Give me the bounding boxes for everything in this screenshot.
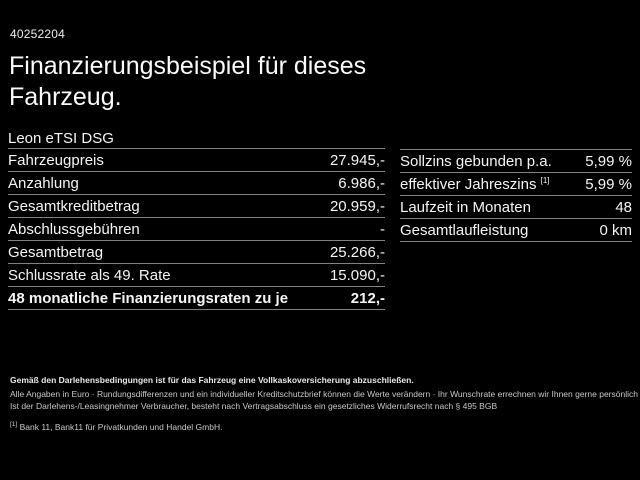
- table-row: effektiver Jahreszins [1] 5,99 %: [400, 173, 632, 196]
- bank-footnote: [1] Bank 11, Bank11 für Privatkunden und…: [10, 421, 634, 433]
- row-label: Gesamtkreditbetrag: [8, 197, 140, 215]
- vehicle-id: 40252204: [10, 27, 65, 41]
- legal-footer: Gemäß den Darlehensbedingungen ist für d…: [10, 374, 638, 433]
- row-value: 15.090,-: [329, 266, 385, 284]
- row-label: Sollzins gebunden p.a.: [400, 152, 552, 170]
- model-name-row: Leon eTSI DSG: [8, 130, 385, 149]
- row-value: 0 km: [599, 221, 632, 239]
- row-value: 6.986,-: [338, 174, 385, 192]
- row-value: -: [380, 220, 385, 238]
- financing-table: Leon eTSI DSG Fahrzeugpreis 27.945,- Anz…: [8, 130, 385, 310]
- row-label: Schlussrate als 49. Rate: [8, 266, 171, 284]
- row-value: 5,99 %: [585, 152, 632, 170]
- row-label: effektiver Jahreszins [1]: [400, 176, 550, 193]
- row-value: 48: [615, 198, 632, 216]
- table-row: Gesamtbetrag 25.266,-: [8, 241, 385, 264]
- row-label: Abschlussgebühren: [8, 220, 140, 238]
- row-label: Gesamtlaufleistung: [400, 221, 529, 239]
- row-label: 48 monatliche Finanzierungsraten zu je: [8, 289, 289, 307]
- row-value: 25.266,-: [329, 243, 385, 261]
- table-row: Laufzeit in Monaten 48: [400, 196, 632, 219]
- footnote-marker: [1]: [10, 421, 18, 429]
- insurance-notice: Gemäß den Darlehensbedingungen ist für d…: [10, 375, 414, 385]
- table-row: Abschlussgebühren -: [8, 218, 385, 241]
- disclaimer-line-1: Alle Angaben in Euro · Rundungsdifferenz…: [10, 389, 638, 399]
- table-row: Anzahlung 6.986,-: [8, 172, 385, 195]
- disclaimer-line-2: Ist der Darlehens-/Leasingnehmer Verbrau…: [10, 401, 498, 411]
- row-label: Gesamtbetrag: [8, 243, 104, 261]
- row-value: 5,99 %: [585, 175, 632, 193]
- row-value: 20.959,-: [329, 197, 385, 215]
- table-row: Fahrzeugpreis 27.945,-: [8, 149, 385, 172]
- row-label: Fahrzeugpreis: [8, 151, 104, 169]
- footnote-ref: [1]: [540, 175, 550, 185]
- table-row: Schlussrate als 49. Rate 15.090,-: [8, 264, 385, 287]
- row-value: 27.945,-: [329, 151, 385, 169]
- row-label: Anzahlung: [8, 174, 79, 192]
- page-title: Finanzierungsbeispiel für dieses Fahrzeu…: [9, 52, 367, 111]
- table-row: Gesamtkreditbetrag 20.959,-: [8, 195, 385, 218]
- model-name: Leon eTSI DSG: [8, 130, 114, 147]
- row-value: 212,-: [350, 289, 385, 307]
- monthly-rate-row: 48 monatliche Finanzierungsraten zu je 2…: [8, 287, 385, 310]
- row-label-text: effektiver Jahreszins: [400, 175, 541, 193]
- row-label: Laufzeit in Monaten: [400, 198, 531, 216]
- table-row: Gesamtlaufleistung 0 km: [400, 219, 632, 242]
- footnote-text: Bank 11, Bank11 für Privatkunden und Han…: [17, 422, 223, 432]
- table-row: Sollzins gebunden p.a. 5,99 %: [400, 150, 632, 173]
- conditions-table: Sollzins gebunden p.a. 5,99 % effektiver…: [400, 149, 632, 242]
